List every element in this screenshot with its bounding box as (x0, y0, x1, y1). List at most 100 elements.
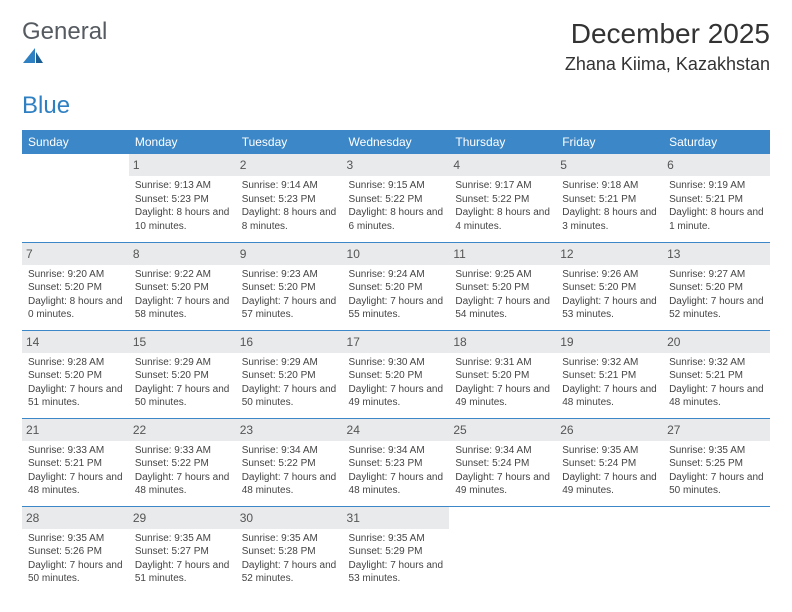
calendar-cell: 27Sunrise: 9:35 AMSunset: 5:25 PMDayligh… (663, 418, 770, 506)
sunrise-text: Sunrise: 9:27 AM (669, 268, 764, 282)
calendar-cell: 28Sunrise: 9:35 AMSunset: 5:26 PMDayligh… (22, 506, 129, 594)
sunrise-text: Sunrise: 9:34 AM (349, 444, 444, 458)
sunrise-text: Sunrise: 9:33 AM (135, 444, 230, 458)
sunrise-text: Sunrise: 9:35 AM (242, 532, 337, 546)
sunrise-text: Sunrise: 9:19 AM (669, 179, 764, 193)
day-details: Sunrise: 9:17 AMSunset: 5:22 PMDaylight:… (455, 179, 550, 233)
weekday-header: Saturday (663, 130, 770, 154)
day-number: 15 (129, 331, 236, 353)
day-details: Sunrise: 9:32 AMSunset: 5:21 PMDaylight:… (562, 356, 657, 410)
day-number: 25 (449, 419, 556, 441)
logo-text: General Blue (22, 18, 107, 120)
day-details: Sunrise: 9:34 AMSunset: 5:23 PMDaylight:… (349, 444, 444, 498)
sunset-text: Sunset: 5:22 PM (242, 457, 337, 471)
logo-word-1: General (22, 18, 107, 45)
daylight-text: Daylight: 8 hours and 3 minutes. (562, 206, 657, 233)
day-details: Sunrise: 9:26 AMSunset: 5:20 PMDaylight:… (562, 268, 657, 322)
day-number: 2 (236, 154, 343, 176)
day-details: Sunrise: 9:24 AMSunset: 5:20 PMDaylight:… (349, 268, 444, 322)
day-number (663, 507, 770, 529)
sunrise-text: Sunrise: 9:18 AM (562, 179, 657, 193)
sunset-text: Sunset: 5:25 PM (669, 457, 764, 471)
day-details: Sunrise: 9:29 AMSunset: 5:20 PMDaylight:… (242, 356, 337, 410)
day-number: 4 (449, 154, 556, 176)
day-details: Sunrise: 9:19 AMSunset: 5:21 PMDaylight:… (669, 179, 764, 233)
day-details: Sunrise: 9:31 AMSunset: 5:20 PMDaylight:… (455, 356, 550, 410)
weekday-header: Wednesday (343, 130, 450, 154)
sunset-text: Sunset: 5:21 PM (562, 369, 657, 383)
calendar-week-row: 7Sunrise: 9:20 AMSunset: 5:20 PMDaylight… (22, 242, 770, 330)
day-number: 27 (663, 419, 770, 441)
sunset-text: Sunset: 5:21 PM (562, 193, 657, 207)
sunrise-text: Sunrise: 9:35 AM (28, 532, 123, 546)
calendar-week-row: 1Sunrise: 9:13 AMSunset: 5:23 PMDaylight… (22, 154, 770, 242)
calendar-cell: 18Sunrise: 9:31 AMSunset: 5:20 PMDayligh… (449, 330, 556, 418)
calendar-cell: 25Sunrise: 9:34 AMSunset: 5:24 PMDayligh… (449, 418, 556, 506)
daylight-text: Daylight: 7 hours and 58 minutes. (135, 295, 230, 322)
sunset-text: Sunset: 5:21 PM (669, 193, 764, 207)
calendar-cell: 17Sunrise: 9:30 AMSunset: 5:20 PMDayligh… (343, 330, 450, 418)
weekday-header: Friday (556, 130, 663, 154)
page-title: December 2025 (565, 18, 770, 50)
daylight-text: Daylight: 7 hours and 49 minutes. (455, 383, 550, 410)
calendar-cell: 2Sunrise: 9:14 AMSunset: 5:23 PMDaylight… (236, 154, 343, 242)
calendar-cell: 19 Sunrise: 9:32 AMSunset: 5:21 PMDayligh… (556, 330, 663, 418)
daylight-text: Daylight: 7 hours and 57 minutes. (242, 295, 337, 322)
day-details: Sunrise: 9:33 AMSunset: 5:21 PMDaylight:… (28, 444, 123, 498)
calendar-cell: 26Sunrise: 9:35 AMSunset: 5:24 PMDayligh… (556, 418, 663, 506)
day-number: 14 (22, 331, 129, 353)
day-number: 20 (663, 331, 770, 353)
calendar-cell: 24 Sunrise: 9:34 AMSunset: 5:23 PMDayligh… (343, 418, 450, 506)
calendar-cell: 7Sunrise: 9:20 AMSunset: 5:20 PMDaylight… (22, 242, 129, 330)
sunrise-text: Sunrise: 9:30 AM (349, 356, 444, 370)
logo-word-2: Blue (22, 92, 70, 119)
sunset-text: Sunset: 5:20 PM (135, 369, 230, 383)
sunrise-text: Sunrise: 9:26 AM (562, 268, 657, 282)
day-number: 29 (129, 507, 236, 529)
sunrise-text: Sunrise: 9:25 AM (455, 268, 550, 282)
daylight-text: Daylight: 7 hours and 49 minutes. (455, 471, 550, 498)
day-details: Sunrise: 9:13 AMSunset: 5:23 PMDaylight:… (135, 179, 230, 233)
sunset-text: Sunset: 5:20 PM (242, 281, 337, 295)
sunset-text: Sunset: 5:20 PM (455, 281, 550, 295)
calendar-week-row: 21Sunrise: 9:33 AMSunset: 5:21 PMDayligh… (22, 418, 770, 506)
weekday-header: Tuesday (236, 130, 343, 154)
day-number: 19 (556, 331, 663, 353)
sunrise-text: Sunrise: 9:31 AM (455, 356, 550, 370)
sunset-text: Sunset: 5:20 PM (349, 369, 444, 383)
sunrise-text: Sunrise: 9:34 AM (455, 444, 550, 458)
day-number: 24 (343, 419, 450, 441)
calendar-week-row: 14Sunrise: 9:28 AMSunset: 5:20 PMDayligh… (22, 330, 770, 418)
daylight-text: Daylight: 8 hours and 8 minutes. (242, 206, 337, 233)
calendar-cell: 3Sunrise: 9:15 AMSunset: 5:22 PMDaylight… (343, 154, 450, 242)
sunset-text: Sunset: 5:24 PM (562, 457, 657, 471)
sunrise-text: Sunrise: 9:23 AM (242, 268, 337, 282)
daylight-text: Daylight: 7 hours and 48 minutes. (562, 383, 657, 410)
sunrise-text: Sunrise: 9:35 AM (135, 532, 230, 546)
sunrise-text: Sunrise: 9:13 AM (135, 179, 230, 193)
sunrise-text: Sunrise: 9:34 AM (242, 444, 337, 458)
daylight-text: Daylight: 7 hours and 50 minutes. (135, 383, 230, 410)
day-number: 17 (343, 331, 450, 353)
day-number (556, 507, 663, 529)
day-details: Sunrise: 9:34 AMSunset: 5:22 PMDaylight:… (242, 444, 337, 498)
sunrise-text: Sunrise: 9:35 AM (349, 532, 444, 546)
title-block: December 2025 Zhana Kiima, Kazakhstan (565, 18, 770, 75)
calendar-cell: 12Sunrise: 9:26 AMSunset: 5:20 PMDayligh… (556, 242, 663, 330)
logo-sail-icon (22, 46, 107, 64)
day-details: Sunrise: 9:25 AMSunset: 5:20 PMDaylight:… (455, 268, 550, 322)
daylight-text: Daylight: 7 hours and 49 minutes. (562, 471, 657, 498)
day-number (22, 154, 129, 176)
day-details: Sunrise: 9:32 AMSunset: 5:21 PMDaylight:… (669, 356, 764, 410)
day-number: 22 (129, 419, 236, 441)
calendar-cell: 21Sunrise: 9:33 AMSunset: 5:21 PMDayligh… (22, 418, 129, 506)
sunset-text: Sunset: 5:21 PM (28, 457, 123, 471)
calendar-cell: 6Sunrise: 9:19 AMSunset: 5:21 PMDaylight… (663, 154, 770, 242)
daylight-text: Daylight: 8 hours and 6 minutes. (349, 206, 444, 233)
day-number: 30 (236, 507, 343, 529)
calendar-cell: 29Sunrise: 9:35 AMSunset: 5:27 PMDayligh… (129, 506, 236, 594)
calendar-cell: 15Sunrise: 9:29 AMSunset: 5:20 PMDayligh… (129, 330, 236, 418)
calendar-table: SundayMondayTuesdayWednesdayThursdayFrid… (22, 130, 770, 594)
location-label: Zhana Kiima, Kazakhstan (565, 54, 770, 75)
day-details: Sunrise: 9:35 AMSunset: 5:24 PMDaylight:… (562, 444, 657, 498)
